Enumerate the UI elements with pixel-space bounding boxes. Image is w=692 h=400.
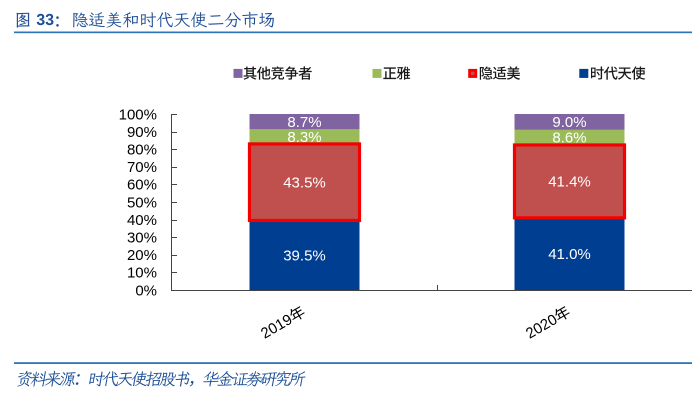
svg-text:41.4%: 41.4% (548, 174, 591, 191)
svg-text:8.3%: 8.3% (287, 129, 321, 146)
svg-text:39.5%: 39.5% (283, 248, 326, 265)
svg-text:43.5%: 43.5% (283, 175, 326, 192)
svg-text:8.7%: 8.7% (287, 114, 321, 131)
svg-text:70%: 70% (127, 159, 157, 176)
svg-text:41.0%: 41.0% (548, 246, 591, 263)
svg-text:20%: 20% (127, 247, 157, 264)
svg-text:10%: 10% (127, 265, 157, 282)
svg-text:90%: 90% (127, 124, 157, 141)
svg-text:80%: 80% (127, 142, 157, 159)
svg-text:50%: 50% (127, 194, 157, 211)
svg-text:9.0%: 9.0% (552, 114, 586, 131)
svg-text:40%: 40% (127, 212, 157, 229)
svg-text:100%: 100% (119, 106, 157, 123)
svg-text:60%: 60% (127, 177, 157, 194)
svg-text:8.6%: 8.6% (552, 130, 586, 147)
svg-text:30%: 30% (127, 230, 157, 247)
svg-text:0%: 0% (135, 282, 157, 299)
